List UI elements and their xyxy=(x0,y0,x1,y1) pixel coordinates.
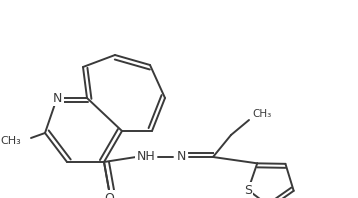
Text: N: N xyxy=(52,91,62,105)
Text: CH₃: CH₃ xyxy=(0,136,21,146)
Text: O: O xyxy=(104,191,114,198)
Text: N: N xyxy=(176,150,186,164)
Text: S: S xyxy=(244,184,252,197)
Text: NH: NH xyxy=(137,150,155,164)
Text: CH₃: CH₃ xyxy=(252,109,271,119)
